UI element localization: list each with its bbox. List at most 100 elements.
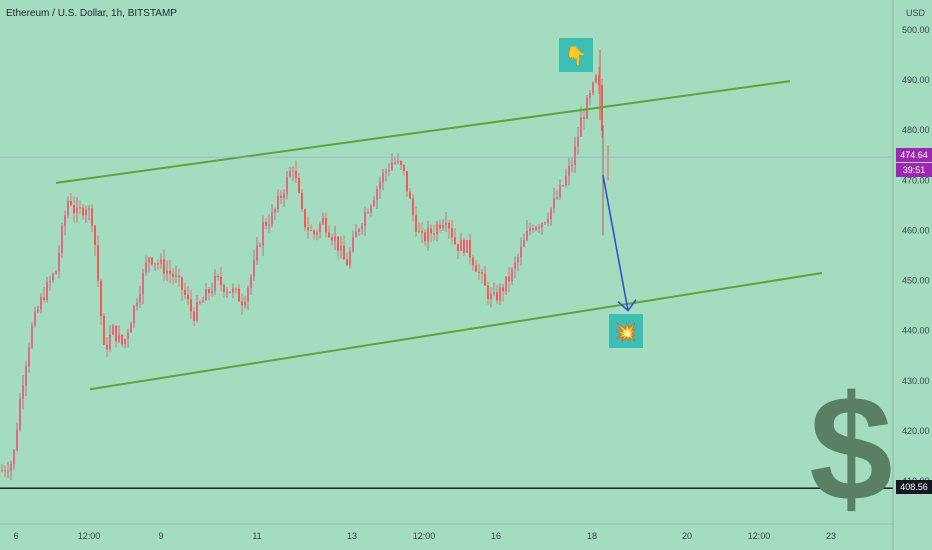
candle [7,461,9,478]
candle [517,253,519,272]
candle [325,212,327,238]
candle [259,242,261,248]
candle [196,294,198,323]
candle [364,206,366,237]
candle [412,193,414,222]
candle [91,204,93,233]
candle [424,229,426,246]
candle [229,291,231,294]
candle [184,282,186,300]
countdown-label: 39:51 [903,165,926,175]
candle [316,229,318,241]
candle [121,334,123,348]
candle [40,293,42,314]
candle [466,239,468,253]
candle [556,190,558,200]
candle [181,276,183,301]
candle [313,229,315,240]
candle [37,305,39,314]
candle [286,170,288,200]
candle [505,276,507,295]
candle [496,284,498,304]
candle [172,268,174,285]
time-tick-label: 12:00 [78,531,101,541]
candle [241,293,243,315]
candle [502,283,504,302]
candle [394,157,396,165]
candle [139,285,141,308]
candle [334,225,336,251]
candle [472,254,474,271]
candle [142,269,144,305]
candle [262,215,264,256]
candle [289,166,291,178]
candle [439,219,441,233]
candle [565,168,567,188]
candle [514,256,516,279]
candle [247,285,249,310]
candle [253,249,255,281]
candle [211,282,213,297]
candle [64,210,66,236]
candle [22,375,24,410]
candle [112,323,114,336]
candle [478,263,480,280]
candle [124,338,126,349]
candle [82,204,84,220]
candle [553,187,555,213]
pointing-down-icon: 👇 [565,46,587,67]
candle [166,260,168,282]
price-tick-label: 490.00 [902,75,930,85]
candle [292,166,294,182]
time-tick-label: 13 [347,531,357,541]
candle [103,313,105,346]
candle [100,279,102,325]
candle [379,176,381,199]
candle [469,233,471,265]
candle [376,185,378,209]
candle [373,196,375,207]
candle [421,222,423,243]
candle [544,221,546,226]
price-tick-label: 440.00 [902,326,930,336]
candle [535,225,537,232]
emoji-box-pointing [559,38,593,72]
candle [10,460,12,481]
candle [277,189,279,213]
candle [226,287,228,298]
candle [160,253,162,269]
candle [16,422,18,452]
time-axis[interactable]: 6 12:00 9 11 13 12:00 16 18 20 12:00 23 [0,523,893,541]
candle [523,233,525,248]
candle [250,274,252,295]
candle [508,267,510,293]
candle-spike [599,50,609,236]
candle [217,274,219,281]
candle [268,214,270,233]
candle [127,329,129,348]
candle [409,188,411,199]
candle [301,189,303,212]
candle [493,282,495,297]
candle [574,136,576,173]
candle [25,361,27,397]
price-axis[interactable]: USD 500.00 490.00 480.00 470.00 460.00 450.00… [892,0,932,550]
candle [106,336,108,357]
level-label: 408.56 [900,482,928,492]
candle [433,224,435,241]
time-tick-label: 20 [682,531,692,541]
time-tick-label: 16 [491,531,501,541]
candle [511,266,513,286]
time-tick-label: 12:00 [413,531,436,541]
candle [298,173,300,194]
candle [94,224,96,257]
channel-upper-line [55,80,791,184]
current-price-badge [896,148,932,162]
candle [79,200,81,214]
candle [400,159,402,170]
candle [520,237,522,266]
candle [136,297,138,311]
candle [571,157,573,173]
